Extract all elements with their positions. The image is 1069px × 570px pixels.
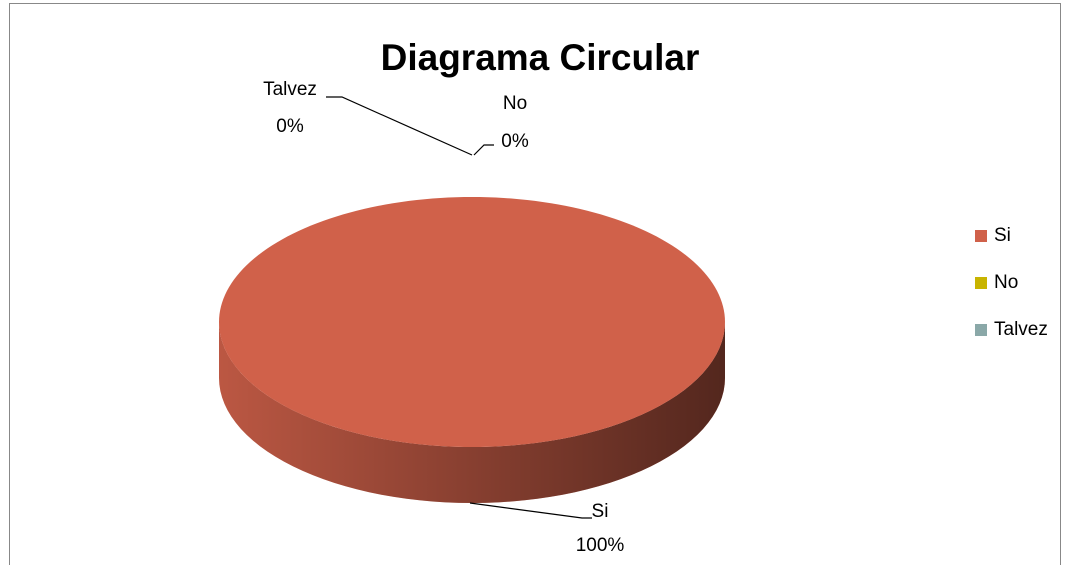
legend-swatch — [975, 324, 987, 336]
data-label-value: 0% — [501, 131, 529, 152]
legend-label: Talvez — [994, 319, 1048, 340]
pie-slice — [219, 197, 725, 447]
leader-line — [473, 144, 494, 156]
data-label-value: 100% — [576, 535, 625, 556]
legend-label: No — [994, 272, 1018, 293]
data-label-value: 0% — [276, 116, 304, 137]
data-label-name: Si — [592, 501, 609, 522]
leader-line — [326, 96, 473, 156]
legend-swatch — [975, 277, 987, 289]
leader-line — [469, 502, 592, 519]
data-label-name: Talvez — [263, 79, 317, 100]
pie-side-shade — [219, 322, 725, 503]
data-label-name: No — [503, 93, 527, 114]
chart-title: Diagrama Circular — [381, 37, 700, 78]
legend-swatch — [975, 230, 987, 242]
legend-label: Si — [994, 225, 1011, 246]
